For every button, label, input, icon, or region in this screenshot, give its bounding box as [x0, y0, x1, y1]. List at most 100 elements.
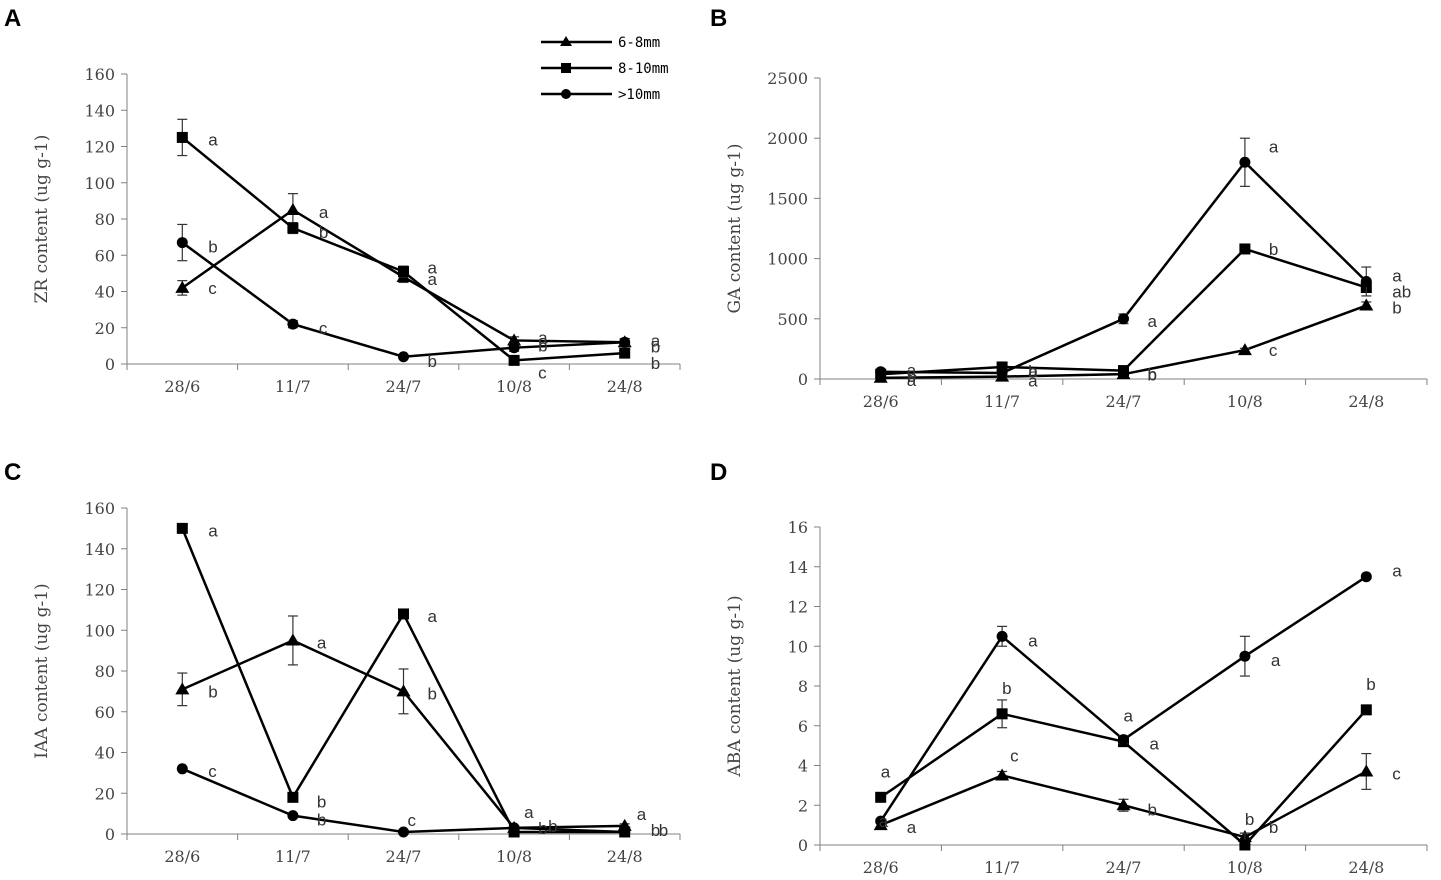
- data-point-circle: [398, 826, 409, 838]
- x-tick-label: 28/6: [863, 858, 899, 877]
- significance-label: a: [1392, 266, 1402, 285]
- y-tick-label: 2: [798, 796, 808, 815]
- significance-label: a: [1028, 631, 1038, 650]
- y-tick-label: 120: [84, 138, 115, 157]
- y-tick-label: 1500: [767, 189, 808, 208]
- significance-label: b: [651, 337, 660, 356]
- significance-label: b: [1245, 810, 1254, 829]
- significance-label: c: [208, 279, 217, 298]
- significance-label: a: [319, 203, 329, 222]
- data-point-triangle: [175, 682, 190, 695]
- significance-label: a: [1392, 562, 1402, 581]
- legend: 6-8mm 8-10mm >10mm: [541, 35, 669, 103]
- y-tick-label: 14: [788, 558, 808, 577]
- significance-label: a: [524, 803, 534, 822]
- x-tick-label: 10/8: [1227, 392, 1263, 411]
- data-point-triangle: [507, 333, 522, 346]
- significance-label: b: [651, 821, 660, 840]
- significance-label: a: [1124, 707, 1134, 726]
- y-tick-label: 60: [95, 246, 115, 265]
- y-tick-label: 6: [798, 717, 808, 736]
- x-tick-label: 24/8: [607, 377, 643, 396]
- data-point-square: [996, 708, 1008, 720]
- y-tick-label: 120: [84, 581, 115, 600]
- x-tick-label: 24/8: [1348, 392, 1384, 411]
- significance-label: a: [879, 812, 889, 831]
- significance-label: b: [319, 223, 328, 242]
- significance-label: b: [1269, 818, 1278, 837]
- y-tick-label: 80: [95, 662, 115, 681]
- significance-label: b: [208, 238, 217, 257]
- panel-letter: C: [4, 459, 21, 486]
- data-point-circle: [619, 826, 631, 838]
- data-point-square: [1239, 243, 1251, 255]
- x-tick-label: 10/8: [1227, 858, 1263, 877]
- y-tick-label: 160: [84, 65, 115, 84]
- significance-label: a: [208, 130, 218, 149]
- panel-letter: D: [710, 459, 727, 486]
- x-tick-label: 10/8: [496, 847, 532, 866]
- chart-panel-C: C 0 20 40 60 80 100 120 140 160 28/6 11/7 24/7 10/8 24…: [4, 459, 681, 866]
- y-tick-label: 0: [798, 370, 808, 389]
- panel-letter: A: [4, 5, 21, 32]
- y-axis-label: GA content (ug g-1): [725, 144, 745, 314]
- data-point-triangle: [175, 280, 190, 293]
- significance-label: a: [637, 805, 647, 824]
- data-point-circle: [398, 351, 409, 363]
- data-point-circle: [508, 342, 520, 354]
- legend-label: 6-8mm: [618, 35, 660, 51]
- significance-label: b: [208, 682, 217, 701]
- significance-label: a: [1028, 362, 1038, 381]
- y-tick-label: 10: [788, 637, 808, 656]
- chart-panel-D: D 0 2 4 6 8 10 12 14 16 28/6 11/7 24/7 10/8 24/8 ABA co…: [710, 459, 1428, 877]
- y-tick-label: 1000: [767, 250, 808, 269]
- data-point-square: [398, 608, 409, 620]
- y-tick-label: 20: [95, 319, 115, 338]
- data-point-square: [176, 522, 188, 534]
- data-point-circle: [176, 237, 188, 249]
- y-tick-label: 100: [84, 621, 115, 640]
- legend-marker-square: [561, 63, 571, 73]
- data-point-triangle: [1359, 298, 1374, 311]
- y-tick-label: 140: [84, 540, 115, 559]
- data-point-circle: [1118, 734, 1129, 746]
- significance-label: a: [651, 331, 661, 350]
- significance-label: b: [1002, 679, 1011, 698]
- data-point-triangle: [1237, 343, 1252, 356]
- legend-marker-circle: [561, 89, 571, 99]
- y-tick-label: 140: [84, 101, 115, 120]
- data-point-circle: [996, 367, 1008, 379]
- y-tick-label: 16: [788, 518, 808, 537]
- significance-label: b: [907, 367, 916, 386]
- significance-label: b: [428, 684, 437, 703]
- data-point-circle: [1360, 275, 1372, 287]
- chart-panel-A: A 0 20 40 60 80 100 120 140 160 28/6 11/7 24/7 10/8 24…: [4, 5, 681, 396]
- significance-label: c: [1010, 746, 1019, 765]
- x-tick-label: 10/8: [496, 377, 532, 396]
- x-tick-label: 24/7: [1106, 858, 1142, 877]
- chart-panel-B: B 0 500 1000 1500 2000 2500 28/6 11/7 24/7 10/8 24/…: [710, 5, 1428, 411]
- significance-label: a: [907, 818, 917, 837]
- x-tick-label: 11/7: [275, 847, 311, 866]
- significance-label: a: [907, 361, 917, 380]
- series-line->10mm: [880, 160, 1368, 375]
- data-point-square: [1118, 365, 1129, 377]
- data-point-circle: [1118, 313, 1129, 325]
- significance-label: b: [1269, 240, 1278, 259]
- y-tick-label: 100: [84, 174, 115, 193]
- x-tick-label: 24/7: [1106, 392, 1142, 411]
- x-tick-label: 24/8: [1348, 858, 1384, 877]
- significance-label: b: [1028, 362, 1037, 381]
- significance-label: ab: [1392, 282, 1411, 301]
- significance-label: b: [428, 352, 437, 371]
- significance-label: b: [1366, 675, 1375, 694]
- data-point-square: [287, 222, 299, 234]
- y-tick-label: 0: [105, 355, 115, 374]
- y-tick-label: 2500: [767, 69, 808, 88]
- data-point-triangle: [1116, 798, 1131, 811]
- data-point-square: [1239, 839, 1251, 851]
- data-point-circle: [619, 336, 631, 348]
- significance-label: b: [1148, 365, 1157, 384]
- data-point-circle: [875, 815, 887, 827]
- significance-label: a: [1269, 137, 1279, 156]
